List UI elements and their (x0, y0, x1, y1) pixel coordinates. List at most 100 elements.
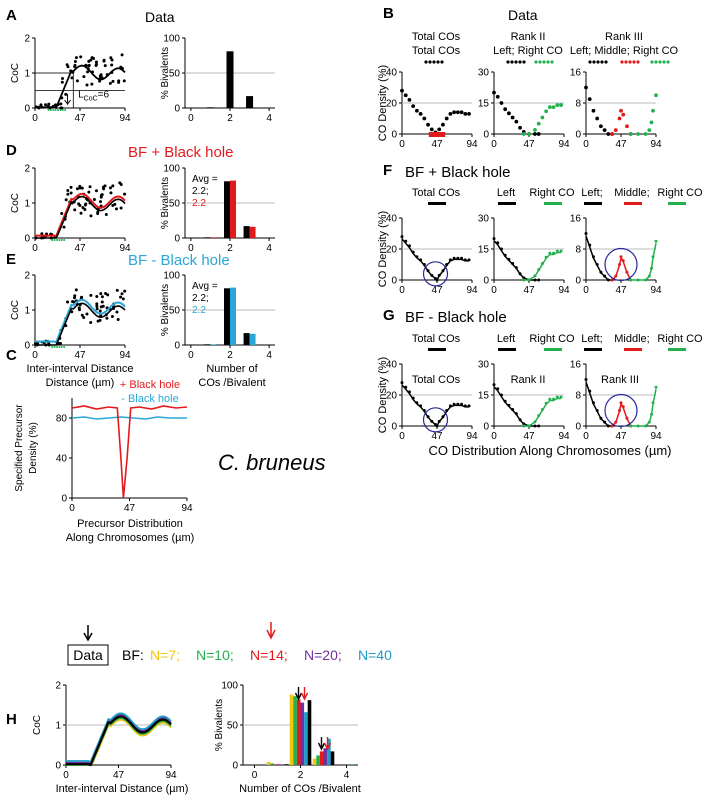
data-point (533, 132, 537, 136)
data-point (444, 116, 449, 121)
y-tick-label: 8 (575, 99, 581, 110)
y-tick-label: 0 (483, 422, 489, 433)
legend-swatch (498, 202, 516, 205)
data-point (104, 291, 108, 295)
data-point (88, 185, 92, 189)
data-point (407, 98, 412, 102)
y-tick-label: 0 (391, 130, 397, 141)
data-point (120, 53, 124, 57)
data-point (79, 211, 83, 215)
y-axis-label: % Bivalents (160, 284, 171, 336)
data-point (85, 83, 89, 87)
data-point (60, 346, 63, 348)
data-point (98, 309, 102, 313)
x-tick-label: 94 (466, 139, 478, 150)
data-box (67, 644, 109, 666)
data-point (98, 318, 102, 322)
x-tick-label: 2 (298, 770, 304, 781)
data-point (85, 312, 89, 316)
legend-dots (636, 60, 640, 64)
x-axis-label-bottom: CO Distribution Along Chromosomes (µm) (428, 443, 671, 458)
data-point (452, 110, 457, 115)
bf-line (523, 397, 561, 427)
data-point (73, 60, 77, 64)
bar-arrow (300, 687, 309, 701)
data-point (39, 103, 43, 107)
legend-swatch (668, 202, 686, 205)
x-axis-label: Inter-interval Distance (27, 363, 134, 375)
y-tick-label: 0 (174, 234, 180, 245)
data-point (437, 127, 442, 132)
data-point (66, 300, 70, 304)
highlight-circle (604, 247, 638, 282)
avg-label: Avg = (192, 174, 218, 185)
x-axis-label-2: Along Chromosomes (µm) (66, 532, 195, 544)
x-tick-label: 47 (74, 350, 86, 361)
data-point (95, 307, 99, 311)
y-tick-label: 0 (61, 494, 67, 505)
legend-dots (424, 60, 428, 64)
x-tick-label: 4 (266, 350, 272, 361)
y-axis-label: CoC (10, 193, 21, 213)
y-tick-label: 0 (174, 341, 180, 352)
data-coc-line (35, 195, 126, 239)
x-tick-label: 0 (188, 350, 194, 361)
data-point (95, 302, 99, 306)
y-tick-label: 0 (391, 276, 397, 287)
plus-blackhole-line (71, 405, 188, 499)
bf-line (630, 243, 657, 281)
y-tick-label: 0 (232, 761, 238, 772)
bar (230, 287, 236, 345)
y-tick-label: 20 (386, 245, 398, 256)
data-point (63, 239, 66, 241)
data-point (455, 110, 460, 115)
x-tick-label: 0 (188, 113, 194, 124)
avg-value-bf: 2.2 (192, 198, 206, 209)
data-point (58, 346, 61, 348)
legend-b-col3-sub: Left; Middle; Right CO (570, 45, 679, 57)
data-point (555, 103, 560, 107)
data-point (119, 206, 123, 210)
lcoc-arrow (64, 94, 71, 106)
y-tick-label: 20 (386, 391, 398, 402)
y-axis-label-2: Density (%) (28, 422, 39, 474)
data-point (106, 293, 110, 297)
data-point (625, 124, 629, 129)
data-point (94, 189, 98, 193)
data-point (66, 192, 70, 196)
y-tick-label: 0 (174, 104, 180, 115)
data-point (636, 132, 641, 136)
y-tick-label: 0 (55, 761, 61, 772)
data-point (613, 128, 618, 133)
legend-dots (428, 60, 432, 64)
legend-dots (658, 60, 662, 64)
x-axis-label-2: COs /Bivalent (198, 377, 265, 389)
data-point (123, 289, 127, 293)
data-point (105, 316, 109, 320)
y-tick-label: 80 (56, 414, 68, 425)
data-point (521, 132, 526, 136)
bar (230, 180, 236, 238)
data-point (103, 184, 107, 188)
legend-swatch (584, 348, 602, 351)
data-point (59, 109, 62, 111)
bar (246, 96, 254, 108)
y-axis-label: % Bivalents (214, 699, 225, 751)
bar (296, 699, 301, 765)
bf-coc-line (66, 714, 172, 765)
data-point (547, 105, 552, 110)
y-tick-label: 50 (169, 199, 181, 210)
y-tick-label: 16 (570, 214, 582, 225)
data-point (109, 191, 113, 195)
x-tick-label: 47 (431, 285, 443, 296)
title-g: BF - Black hole (405, 309, 507, 326)
data-coc-line (66, 715, 172, 767)
y-tick-label: 1 (24, 69, 30, 80)
data-point (47, 102, 51, 106)
legend-swatch (624, 202, 642, 205)
y-axis-label: CoC (32, 715, 43, 735)
y-tick-label: 15 (478, 245, 490, 256)
data-point (60, 80, 64, 84)
x-tick-label: 94 (650, 285, 662, 296)
legend-dots (534, 60, 538, 64)
